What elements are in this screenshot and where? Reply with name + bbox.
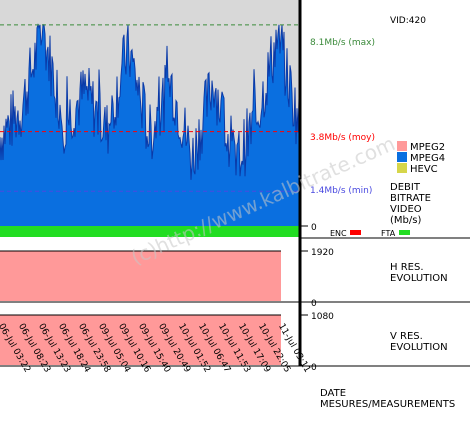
fta-flag-swatch — [399, 230, 410, 235]
vres-max-label: 1080 — [311, 312, 334, 322]
vres-title-line1: V RES. — [390, 331, 423, 342]
legend-mpeg4-swatch — [397, 152, 407, 162]
legend-hevc-swatch — [397, 163, 407, 173]
bitrate-title-line4: (Mb/s) — [390, 215, 421, 226]
hres-title-line1: H RES. — [390, 262, 424, 273]
h-res-area — [0, 251, 281, 301]
vres-zero-label: 0 — [311, 363, 317, 373]
bitrate-title-line2: BITRATE — [390, 193, 431, 204]
legend-mpeg2-label: MPEG2 — [410, 142, 445, 153]
vres-title-line2: EVOLUTION — [390, 342, 448, 353]
max-label: 8.1Mb/s (max) — [310, 38, 375, 48]
hres-title-line2: EVOLUTION — [390, 273, 448, 284]
hres-max-label: 1920 — [311, 248, 334, 258]
x-title-line2: MESURES/MEASUREMENTS — [320, 399, 455, 410]
hres-zero-label: 0 — [311, 299, 317, 309]
vid-label: VID:420 — [390, 16, 426, 26]
fta-flag-label: FTA — [381, 229, 396, 238]
enc-flag-swatch — [350, 230, 361, 235]
min-label: 1.4Mb/s (min) — [310, 186, 372, 196]
legend-hevc-label: HEVC — [410, 164, 438, 175]
bitrate-zero-label: 0 — [311, 223, 317, 233]
bitrate-title-line3: VIDEO — [390, 204, 422, 215]
moy-label: 3.8Mb/s (moy) — [310, 133, 375, 143]
enc-flag-label: ENC — [330, 229, 347, 238]
reference-lines — [0, 24, 299, 192]
fta-status-bar — [0, 226, 300, 237]
bitrate-title-line1: DEBIT — [390, 182, 421, 193]
v-res-area — [0, 315, 281, 365]
bitrate-series-outline — [0, 23, 300, 180]
bitrate-area-layer — [0, 23, 300, 226]
legend-mpeg2-swatch — [397, 141, 407, 151]
x-title-line1: DATE — [320, 388, 346, 399]
legend-mpeg4-label: MPEG4 — [410, 153, 445, 164]
